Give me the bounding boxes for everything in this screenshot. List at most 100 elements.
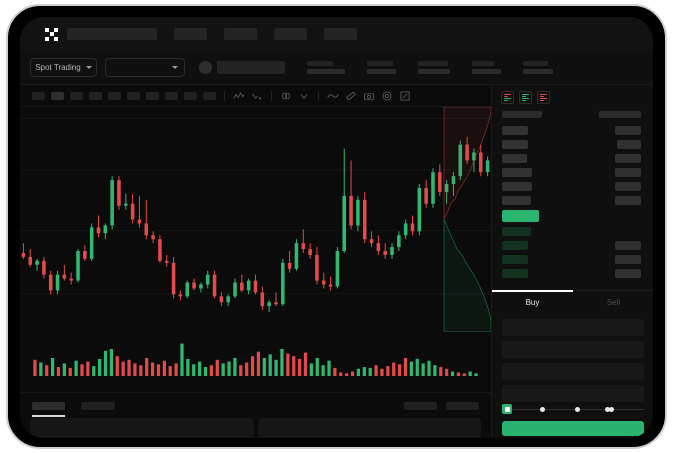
nav-item-2[interactable] bbox=[174, 28, 207, 40]
order-type-field[interactable] bbox=[502, 319, 644, 336]
okx-logo[interactable] bbox=[30, 27, 58, 41]
nav-item-primary[interactable] bbox=[67, 28, 157, 40]
order-price bbox=[502, 153, 527, 163]
slider-tick-75[interactable] bbox=[609, 406, 615, 412]
trendline-icon[interactable] bbox=[251, 90, 263, 102]
bottom-tab-bar bbox=[20, 392, 491, 418]
settings-icon[interactable] bbox=[381, 90, 393, 102]
tab-buy[interactable]: Buy bbox=[492, 290, 573, 314]
total-field[interactable] bbox=[502, 385, 644, 402]
order-size bbox=[615, 268, 641, 278]
order-price bbox=[502, 240, 528, 250]
toolbar-divider bbox=[271, 90, 272, 101]
timeframe-1[interactable] bbox=[32, 91, 45, 100]
timeframe-group bbox=[32, 91, 216, 100]
volume-histogram[interactable] bbox=[20, 332, 491, 392]
nav-item-3[interactable] bbox=[224, 28, 257, 40]
tablet-device-frame: Spot Trading bbox=[6, 4, 667, 449]
timeframe-8[interactable] bbox=[165, 91, 178, 100]
trade-side-tabs: Buy Sell bbox=[492, 290, 653, 314]
timeframe-5[interactable] bbox=[108, 91, 121, 100]
ticker-bar: Spot Trading bbox=[20, 51, 653, 85]
depth-view-both[interactable] bbox=[501, 91, 514, 104]
timeframe-7[interactable] bbox=[146, 91, 159, 100]
order-size bbox=[615, 254, 641, 264]
logo-o-icon bbox=[30, 28, 43, 41]
slider-tick-75[interactable] bbox=[605, 406, 610, 412]
fullscreen-icon[interactable] bbox=[399, 90, 411, 102]
order-book-ask-row[interactable] bbox=[492, 193, 653, 207]
tab-action-1[interactable] bbox=[404, 401, 437, 410]
stat-label bbox=[472, 61, 494, 66]
order-book-ask-row[interactable] bbox=[492, 179, 653, 193]
order-book-bid-row[interactable] bbox=[492, 238, 653, 252]
order-book-header bbox=[492, 109, 653, 123]
bottom-panels bbox=[20, 418, 491, 438]
line-chart-icon[interactable] bbox=[327, 90, 339, 102]
order-size bbox=[615, 195, 641, 205]
ticker-stat-2 bbox=[367, 61, 396, 74]
order-price bbox=[502, 195, 531, 205]
timeframe-10[interactable] bbox=[203, 91, 216, 100]
order-price bbox=[502, 254, 528, 264]
amount-slider[interactable] bbox=[502, 403, 644, 415]
submit-order-button[interactable] bbox=[502, 421, 644, 436]
slider-tick-25[interactable] bbox=[539, 406, 545, 412]
ticker-stat-3 bbox=[418, 61, 450, 74]
toolbar-divider bbox=[224, 90, 225, 101]
order-form bbox=[492, 314, 653, 407]
stat-label bbox=[523, 61, 548, 66]
stat-label bbox=[367, 61, 393, 66]
depth-view-bids[interactable] bbox=[519, 91, 532, 104]
slider-tick-50[interactable] bbox=[574, 406, 580, 412]
order-price bbox=[502, 139, 528, 149]
chevron-down-icon bbox=[172, 66, 178, 69]
stat-value bbox=[367, 69, 396, 74]
amount-field[interactable] bbox=[502, 363, 644, 380]
order-book-price-header bbox=[502, 111, 542, 118]
trading-pair-select[interactable] bbox=[105, 58, 185, 77]
depth-view-asks[interactable] bbox=[537, 91, 550, 104]
order-book-bid-row[interactable] bbox=[492, 252, 653, 266]
last-price-value bbox=[502, 209, 539, 222]
timeframe-9[interactable] bbox=[184, 91, 197, 100]
tab-sell[interactable]: Sell bbox=[606, 298, 621, 307]
app-screen: Spot Trading bbox=[20, 17, 653, 438]
logo-kx-icon bbox=[45, 27, 58, 41]
order-book-ask-row[interactable] bbox=[492, 151, 653, 165]
tab-action-2[interactable] bbox=[446, 401, 479, 410]
order-book-ask-row[interactable] bbox=[492, 123, 653, 137]
order-book-ask-row[interactable] bbox=[492, 137, 653, 151]
bottom-panel-right[interactable] bbox=[257, 418, 481, 438]
slider-handle[interactable] bbox=[502, 404, 512, 414]
candlestick-chart[interactable] bbox=[20, 107, 491, 332]
timeframe-3[interactable] bbox=[70, 91, 83, 100]
compare-icon[interactable] bbox=[280, 90, 292, 102]
chart-type-icon[interactable] bbox=[298, 90, 310, 102]
timeframe-4[interactable] bbox=[89, 91, 102, 100]
order-price bbox=[502, 167, 532, 177]
ruler-icon[interactable] bbox=[345, 90, 357, 102]
bottom-panel-left[interactable] bbox=[30, 418, 254, 438]
order-book-bid-row[interactable] bbox=[492, 224, 653, 238]
order-size bbox=[615, 181, 641, 191]
stat-value bbox=[523, 69, 553, 74]
order-book-rows bbox=[492, 123, 653, 280]
nav-item-5[interactable] bbox=[324, 28, 357, 40]
timeframe-6[interactable] bbox=[127, 91, 140, 100]
tab-order-history[interactable] bbox=[81, 401, 115, 410]
order-size bbox=[615, 167, 641, 177]
market-type-select[interactable]: Spot Trading bbox=[30, 58, 97, 77]
camera-icon[interactable] bbox=[363, 90, 375, 102]
indicator-icon[interactable] bbox=[233, 90, 245, 102]
order-size bbox=[615, 125, 641, 135]
order-panel: Buy Sell bbox=[491, 85, 653, 438]
ticker-stat-1 bbox=[307, 61, 345, 74]
order-book-ask-row[interactable] bbox=[492, 165, 653, 179]
timeframe-2[interactable] bbox=[51, 91, 64, 100]
nav-item-4[interactable] bbox=[274, 28, 307, 40]
order-size bbox=[615, 240, 641, 250]
price-field[interactable] bbox=[502, 341, 644, 358]
order-book-bid-row[interactable] bbox=[492, 266, 653, 280]
tab-open-orders[interactable] bbox=[32, 401, 65, 417]
